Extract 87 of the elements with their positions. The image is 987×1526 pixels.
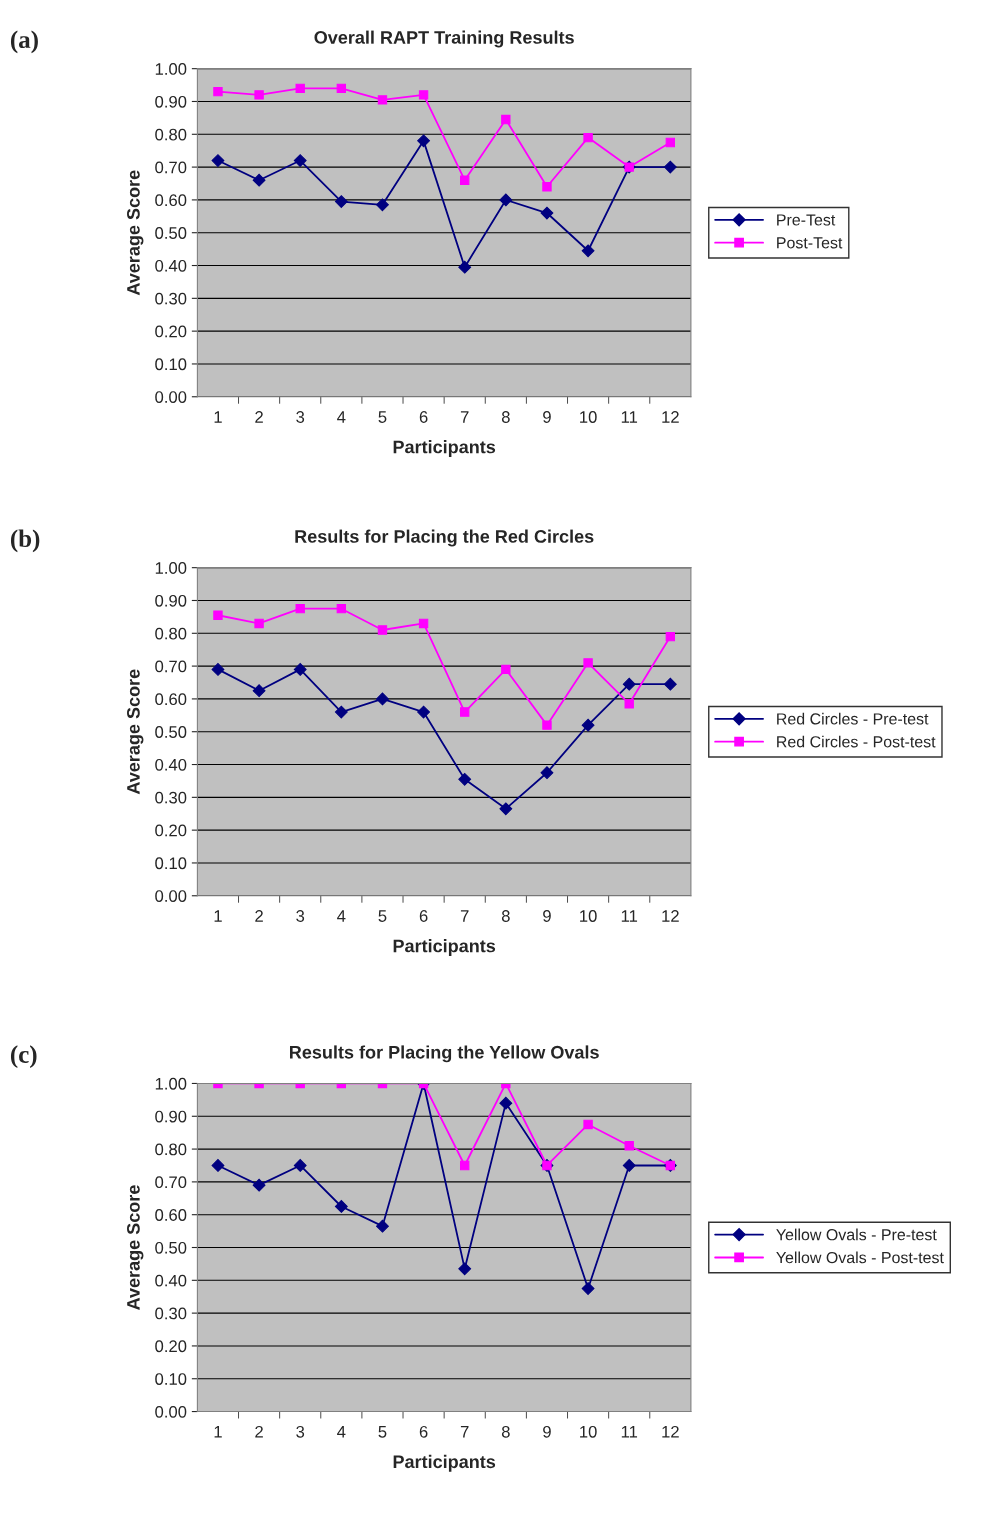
y-tick-label: 0.60 xyxy=(155,1209,187,1221)
y-axis-title: Average Score xyxy=(127,1185,144,1310)
y-tick-label: 0.40 xyxy=(155,1274,187,1287)
y-tick-label: 0.50 xyxy=(155,227,187,239)
x-tick-label: 4 xyxy=(337,1426,346,1438)
x-tick-label: 3 xyxy=(296,910,305,922)
x-tick-label: 5 xyxy=(378,1426,387,1438)
x-tick-label: 9 xyxy=(543,910,551,922)
text: (c) xyxy=(10,1045,37,1068)
x-tick-label: 4 xyxy=(337,910,346,922)
y-tick-label: 0.00 xyxy=(155,890,187,902)
x-tick-label: 12 xyxy=(662,411,679,423)
y-tick-label: 0.00 xyxy=(155,1405,187,1418)
x-tick-label: 11 xyxy=(621,411,638,423)
x-tick-label: 11 xyxy=(621,1426,638,1438)
x-tick-label: 9 xyxy=(543,411,551,423)
x-tick-label: 3 xyxy=(296,1425,305,1438)
y-tick-label: 1.00 xyxy=(155,1077,187,1090)
legend-label: Yellow Ovals - Post-test xyxy=(776,1251,944,1264)
x-tick-label: 7 xyxy=(460,411,469,423)
y-tick-label: 0.70 xyxy=(155,1176,187,1189)
x-tick-label: 3 xyxy=(296,411,305,423)
text: (b) xyxy=(10,529,40,553)
y-tick-label: 0.20 xyxy=(155,1340,187,1353)
x-tick-label: 10 xyxy=(580,910,597,922)
y-tick-label: 1.00 xyxy=(155,562,187,574)
legend-label: Red Circles - Pre-test xyxy=(777,712,929,725)
y-tick-label: 0.60 xyxy=(155,693,187,706)
y-tick-label: 0.50 xyxy=(155,726,187,738)
x-tick-label: 9 xyxy=(543,1425,551,1438)
x-tick-label: 6 xyxy=(419,411,428,423)
x-tick-label: 2 xyxy=(255,910,263,922)
y-tick-label: 0.00 xyxy=(155,391,187,403)
x-tick-label: 5 xyxy=(378,411,387,423)
chart-title: Results for Placing the Red Circles xyxy=(295,529,594,547)
x-tick-label: 8 xyxy=(501,910,510,922)
x-tick-label: 1 xyxy=(214,910,222,922)
y-tick-label: 0.40 xyxy=(155,259,187,272)
chart-title: Results for Placing the Yellow Ovals xyxy=(290,1045,599,1063)
x-tick-label: 12 xyxy=(662,910,679,922)
x-tick-label: 1 xyxy=(214,1426,222,1438)
x-tick-label: 10 xyxy=(580,411,597,423)
x-tick-label: 6 xyxy=(419,910,428,922)
x-tick-label: 8 xyxy=(501,1425,510,1438)
y-tick-label: 0.80 xyxy=(155,128,187,141)
legend-label: Post-Test xyxy=(777,237,843,249)
x-axis-title: Participants xyxy=(393,939,496,956)
y-tick-label: 0.90 xyxy=(155,95,187,108)
y-tick-label: 1.00 xyxy=(155,63,187,75)
y-tick-label: 0.30 xyxy=(155,1307,187,1320)
x-axis-title: Participants xyxy=(393,1454,496,1472)
y-tick-label: 0.90 xyxy=(155,1110,187,1123)
y-axis-title: Average Score xyxy=(127,170,144,296)
y-tick-label: 0.80 xyxy=(155,1143,187,1156)
legend-label: Yellow Ovals - Pre-test xyxy=(776,1228,937,1241)
text: (a) xyxy=(10,30,38,54)
legend-label: Red Circles - Post-test xyxy=(777,735,936,748)
y-tick-label: 0.90 xyxy=(155,594,187,607)
x-tick-label: 2 xyxy=(255,1425,263,1438)
y-tick-label: 0.20 xyxy=(155,325,187,338)
y-axis-title: Average Score xyxy=(127,669,144,795)
x-tick-label: 2 xyxy=(255,411,263,423)
chart-title: Overall RAPT Training Results xyxy=(314,30,574,48)
y-tick-label: 0.20 xyxy=(155,824,187,837)
x-tick-label: 10 xyxy=(580,1425,597,1438)
x-tick-label: 8 xyxy=(501,411,510,423)
x-tick-label: 1 xyxy=(214,411,222,423)
y-tick-label: 0.80 xyxy=(155,627,187,640)
x-tick-label: 6 xyxy=(419,1425,428,1438)
x-axis-title: Participants xyxy=(393,440,496,457)
y-tick-label: 0.30 xyxy=(155,791,187,804)
y-tick-label: 0.70 xyxy=(155,660,187,673)
x-tick-label: 12 xyxy=(662,1425,679,1438)
x-tick-label: 5 xyxy=(378,910,387,922)
y-tick-label: 0.70 xyxy=(155,161,187,174)
y-tick-label: 0.30 xyxy=(155,292,187,305)
y-tick-label: 0.60 xyxy=(155,194,187,207)
y-tick-label: 0.10 xyxy=(155,1373,187,1385)
y-tick-label: 0.40 xyxy=(155,758,187,771)
x-tick-label: 4 xyxy=(337,411,346,423)
y-tick-label: 0.10 xyxy=(155,857,187,870)
y-tick-label: 0.50 xyxy=(155,1241,187,1254)
x-tick-label: 7 xyxy=(460,1426,469,1438)
x-tick-label: 11 xyxy=(621,910,638,922)
legend-label: Pre-Test xyxy=(777,214,836,226)
x-tick-label: 7 xyxy=(460,910,469,922)
y-tick-label: 0.10 xyxy=(155,358,187,371)
